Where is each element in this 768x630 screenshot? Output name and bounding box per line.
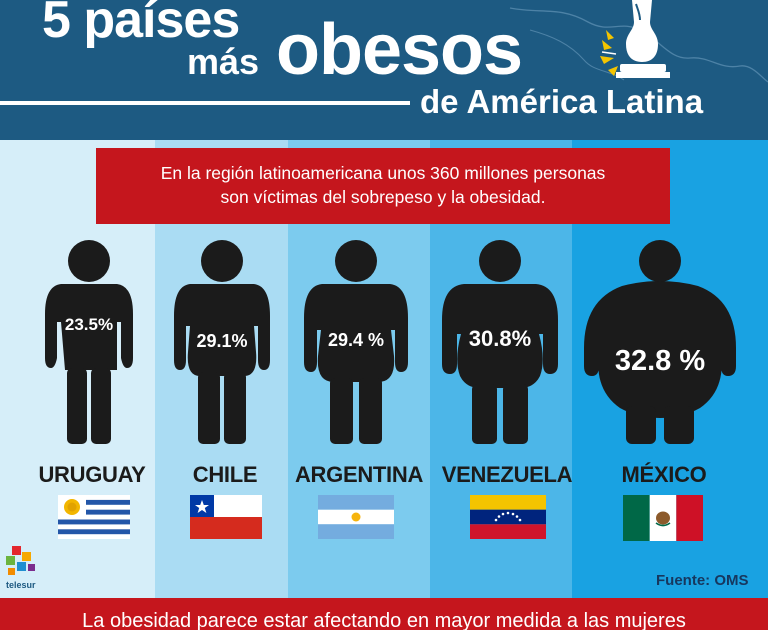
country-name-chile: CHILE xyxy=(192,462,258,487)
main-panel: En la región latinoamericana unos 360 mi… xyxy=(0,140,768,598)
header: 5 países más obesos de América Latina xyxy=(0,0,768,140)
argentina-figure-icon xyxy=(304,240,408,444)
percent-venezuela: 30.8% xyxy=(468,326,532,351)
venezuela-figure-icon xyxy=(442,240,558,444)
logo-text: telesur xyxy=(6,580,36,590)
chile-flag-icon xyxy=(190,495,262,539)
title-subtitle: de América Latina xyxy=(420,83,704,120)
title-mas: más xyxy=(187,41,260,82)
bathroom-scale-icon xyxy=(600,0,670,78)
telesur-logo xyxy=(6,546,35,575)
uruguay-figure-icon xyxy=(45,240,133,444)
country-name-uruguay: URUGUAY xyxy=(38,462,146,487)
banner-line-1: En la región latinoamericana unos 360 mi… xyxy=(160,163,606,183)
info-banner: En la región latinoamericana unos 360 mi… xyxy=(96,148,670,224)
percent-argentina: 29.4 % xyxy=(327,330,385,350)
country-name-venezuela: VENEZUELA xyxy=(441,462,573,487)
footer-banner: La obesidad parece estar afectando en ma… xyxy=(0,598,768,630)
chile-figure-icon xyxy=(174,240,270,444)
venezuela-flag-icon xyxy=(470,495,546,539)
percent-uruguay: 23.5% xyxy=(64,315,114,334)
source-label: Fuente: OMS xyxy=(656,572,749,589)
title-main: obesos xyxy=(276,10,523,90)
footer-text: La obesidad parece estar afectando en ma… xyxy=(82,610,686,630)
percent-mexico: 32.8 % xyxy=(614,345,706,377)
percent-chile: 29.1% xyxy=(196,331,248,351)
mexico-figure-icon xyxy=(584,240,736,444)
country-name-mexico: MÉXICO xyxy=(621,462,707,487)
banner-line-2: son víctimas del sobrepeso y la obesidad… xyxy=(220,187,546,207)
title-divider xyxy=(0,101,410,105)
country-name-argentina: ARGENTINA xyxy=(294,462,424,487)
title-number: 5 países xyxy=(42,0,240,49)
mexico-flag-icon xyxy=(623,495,703,541)
uruguay-flag-icon xyxy=(58,495,130,539)
argentina-flag-icon xyxy=(318,495,394,539)
